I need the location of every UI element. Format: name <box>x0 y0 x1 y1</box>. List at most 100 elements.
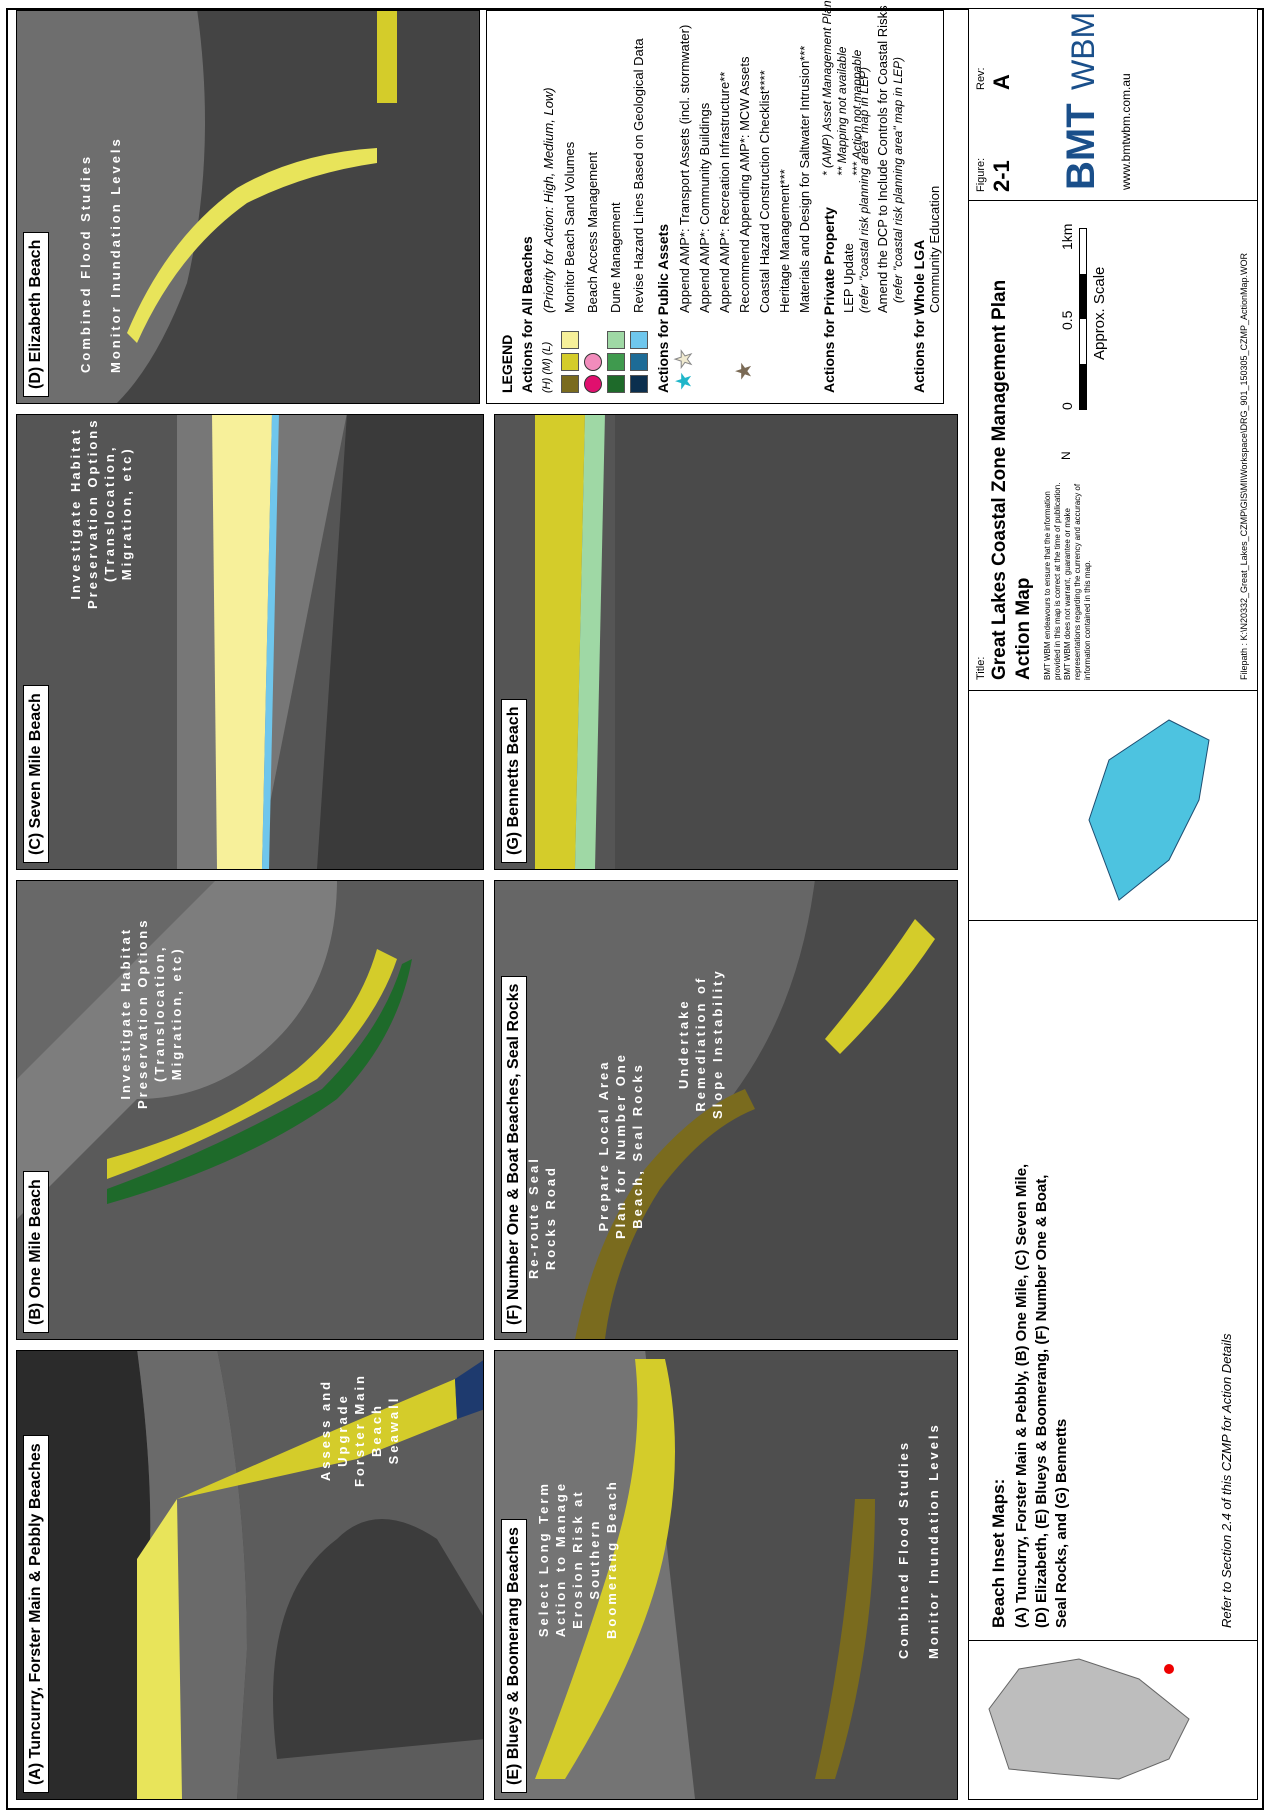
australia-map-icon <box>988 1658 1190 1780</box>
panel-d-map[interactable]: (D) Elizabeth Beach Combined Flood Studi… <box>16 10 480 404</box>
legend-item-access: Beach Access Management <box>585 151 600 313</box>
scale-tick-1km: 1km <box>1059 223 1075 250</box>
scale-tick-05: 0.5 <box>1059 310 1075 330</box>
swatch-sand-m <box>561 353 579 371</box>
legend-public-1: Append AMP*: Transport Assets (incl. sto… <box>677 24 692 313</box>
swatch-sand-h <box>561 375 579 393</box>
legend-private-property: Actions for Private Property <box>821 207 837 393</box>
swatch-hazard-h <box>630 375 648 393</box>
legend-public-7: Materials and Design for Saltwater Intru… <box>797 45 812 313</box>
region-map-icon <box>1088 719 1210 901</box>
inset-refer: Refer to Section 2.4 of this CZMP for Ac… <box>1219 1333 1234 1628</box>
legend-all-beaches: Actions for All Beaches <box>519 236 535 393</box>
panel-f-map[interactable]: (F) Number One & Boat Beaches, Seal Rock… <box>494 880 958 1340</box>
swatch-access-m <box>584 353 602 371</box>
panel-e-map[interactable]: (E) Blueys & Boomerang Beaches Select Lo… <box>494 1350 958 1800</box>
legend-item-hazard: Revise Hazard Lines Based on Geological … <box>631 38 646 313</box>
title-label: Title: <box>975 656 987 680</box>
panel-a-title: (A) Tuncurry, Forster Main & Pebbly Beac… <box>23 1435 49 1793</box>
map-subtitle: Action Map <box>1013 577 1034 680</box>
swatch-hazard-l <box>630 331 648 349</box>
star-cream-icon: ★ <box>671 349 697 370</box>
star-cyan-icon: ★ <box>671 371 696 391</box>
scale-tick-0: 0 <box>1059 402 1075 410</box>
annotation-inundation-d: Monitor Inundation Levels <box>108 136 123 373</box>
panel-a-imagery <box>17 1350 484 1799</box>
panel-c-map[interactable]: (C) Seven Mile Beach Investigate Habitat… <box>16 414 484 870</box>
swatch-dune-l <box>607 331 625 349</box>
figure-label: Figure: <box>975 157 987 192</box>
panel-g-map[interactable]: (G) Bennetts Beach <box>494 414 958 870</box>
legend-public-5: Coastal Hazard Construction Checklist***… <box>757 70 772 313</box>
legend-public-4: Recommend Appending AMP*: MCW Assets <box>737 56 752 313</box>
legend-item-dune: Dune Management <box>608 202 623 313</box>
annotation-flood-d: Combined Flood Studies <box>78 153 93 373</box>
panel-b-imagery <box>17 880 484 1339</box>
panel-c-title: (C) Seven Mile Beach <box>23 685 49 863</box>
rev-value: A <box>989 74 1014 90</box>
footnote-1: * (AMP) Asset Management Plan <box>820 0 834 176</box>
legend: LEGEND Actions for All Beaches (H) (M) (… <box>486 5 944 404</box>
legend-private-1: LEP Update <box>841 243 856 313</box>
legend-public-assets: Actions for Public Assets <box>655 223 671 393</box>
figure-block: Figure: 2-1 Rev: A BMT WBM www.bmtwbm.co… <box>968 8 1258 200</box>
legend-item-sand: Monitor Beach Sand Volumes <box>562 141 577 313</box>
legend-public-3: Append AMP*: Recreation Infrastructure** <box>717 71 732 313</box>
panel-f-title: (F) Number One & Boat Beaches, Seal Rock… <box>501 975 527 1333</box>
annotation-seawall: Assess and Upgrade Forster Main Beach Se… <box>318 1373 401 1488</box>
annotation-erosion-e: Select Long Term Action to Manage Erosio… <box>536 1479 619 1639</box>
location-marker-icon <box>1164 1664 1174 1674</box>
annotation-flood-e: Combined Flood Studies <box>896 1439 911 1659</box>
legend-private-3: Amend the DCP to Include Controls for Co… <box>875 5 890 313</box>
inset-line-3: Seal Rocks, and (G) Bennetts <box>1053 1418 1070 1628</box>
inset-heading: Beach Inset Maps: <box>989 1478 1008 1628</box>
legend-priority-note: (Priority for Action: High, Medium, Low) <box>541 87 556 313</box>
logo-bmt: BMT <box>1059 103 1103 190</box>
annotation-reroute: Re-route Seal Rocks Road <box>526 1156 558 1279</box>
australia-locator <box>968 1640 1258 1800</box>
annotation-slope: Undertake Remediation of Slope Instabili… <box>676 968 725 1119</box>
panel-f-imagery <box>495 880 958 1339</box>
star-brown-icon: ★ <box>731 361 756 381</box>
panel-b-title: (B) One Mile Beach <box>23 1171 49 1333</box>
swatch-access-h <box>584 375 602 393</box>
scale-bar <box>1079 228 1087 410</box>
inset-line-2: (D) Elizabeth, (E) Blueys & Boomerang, (… <box>1033 1174 1050 1628</box>
panel-g-imagery <box>495 414 958 869</box>
panel-e-title: (E) Blueys & Boomerang Beaches <box>501 1519 527 1793</box>
legend-footnotes: * (AMP) Asset Management Plan ** Mapping… <box>820 0 865 176</box>
panel-a-map[interactable]: (A) Tuncurry, Forster Main & Pebbly Beac… <box>16 1350 484 1800</box>
map-title: Great Lakes Coastal Zone Management Plan <box>989 279 1010 680</box>
legend-public-2: Append AMP*: Community Buildings <box>697 102 712 313</box>
annotation-habitat-b: Investigate Habitat Preservation Options… <box>118 917 184 1109</box>
legend-lga-1: Community Education <box>927 185 942 313</box>
legend-public-6: Heritage Management*** <box>777 169 792 313</box>
panel-b-map[interactable]: (B) One Mile Beach Investigate Habitat P… <box>16 880 484 1340</box>
figure-number: 2-1 <box>989 160 1014 192</box>
legend-priority-cols: (H) (M) (L) <box>541 341 553 393</box>
inset-description: Beach Inset Maps: (A) Tuncurry, Forster … <box>968 920 1258 1640</box>
scale-label: Approx. Scale <box>1091 266 1108 360</box>
rev-label: Rev: <box>975 67 987 90</box>
panel-e-imagery <box>495 1350 958 1799</box>
region-locator <box>968 690 1258 920</box>
website: www.bmtwbm.com.au <box>1119 73 1133 190</box>
logo-wbm: WBM <box>1065 11 1101 90</box>
inset-line-1: (A) Tuncurry, Forster Main & Pebbly, (B)… <box>1013 1163 1030 1628</box>
north-arrow-label: N <box>1059 451 1073 460</box>
swatch-dune-m <box>607 353 625 371</box>
swatch-dune-h <box>607 375 625 393</box>
annotation-habitat-c: Investigate Habitat Preservation Options… <box>68 417 134 609</box>
swatch-sand-l <box>561 331 579 349</box>
filepath: Filepath : K:\N20332_Great_Lakes_CZMP\GI… <box>1239 252 1249 680</box>
disclaimer: BMT WBM endeavours to ensure that the in… <box>1043 482 1092 680</box>
legend-private-4: (refer "coastal risk planning area" map … <box>891 57 905 303</box>
panel-g-title: (G) Bennetts Beach <box>501 698 527 863</box>
panel-c-imagery <box>17 414 484 869</box>
footnote-2: ** Mapping not available <box>835 46 849 176</box>
title-block: Title: Great Lakes Coastal Zone Manageme… <box>968 200 1258 690</box>
panel-d-title: (D) Elizabeth Beach <box>23 231 49 397</box>
footnote-3: *** Action not mappable <box>850 49 864 176</box>
